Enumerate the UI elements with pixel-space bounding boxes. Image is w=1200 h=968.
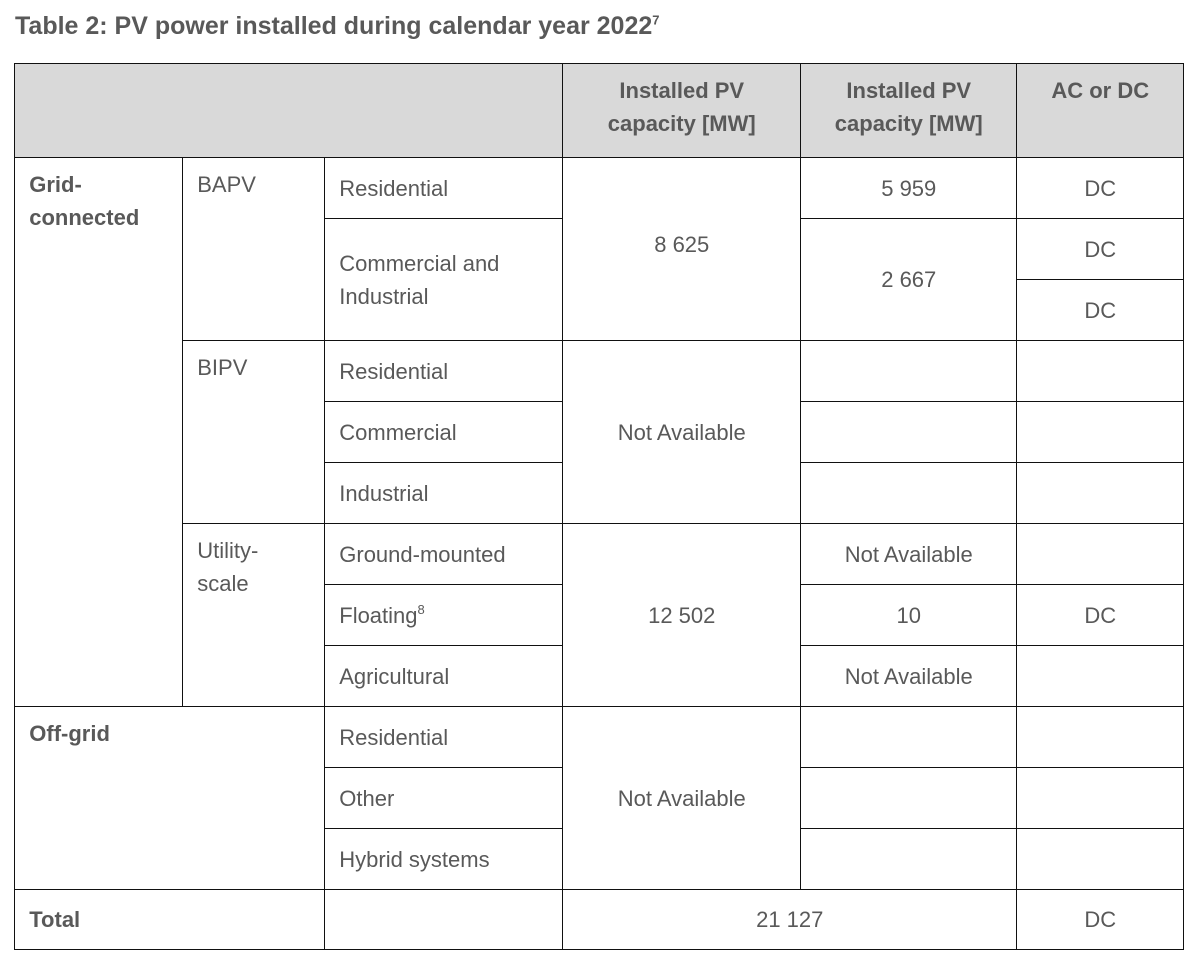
floating-value: 10 (800, 584, 1018, 647)
bapv-label: BAPV (182, 157, 326, 342)
empty-cell (1016, 706, 1185, 769)
offgrid-hybrid: Hybrid systems (324, 828, 564, 891)
empty-cell (1016, 767, 1185, 830)
empty-cell (1016, 401, 1185, 464)
header-acdc: AC or DC (1016, 63, 1185, 159)
empty-cell (1016, 340, 1185, 403)
empty-cell (1016, 828, 1185, 891)
header-installed-1: Installed PV capacity [MW] (562, 63, 802, 159)
acdc-cell: DC (1016, 218, 1185, 281)
empty-cell (1016, 645, 1185, 708)
empty-cell (800, 401, 1018, 464)
empty-cell (1016, 462, 1185, 525)
empty-cell (324, 889, 564, 951)
bipv-industrial: Industrial (324, 462, 564, 525)
offgrid-total: Not Available (562, 706, 802, 891)
floating-acdc: DC (1016, 584, 1185, 647)
empty-cell (800, 340, 1018, 403)
offgrid-other: Other (324, 767, 564, 830)
utility-total: 12 502 (562, 523, 802, 708)
bipv-total: Not Available (562, 340, 802, 525)
bipv-label: BIPV (182, 340, 326, 525)
total-acdc: DC (1016, 889, 1185, 951)
bipv-residential: Residential (324, 340, 564, 403)
utility-floating: Floating 8 (324, 584, 564, 647)
acdc-cell: DC (1016, 157, 1185, 220)
empty-cell (800, 767, 1018, 830)
empty-cell (800, 706, 1018, 769)
header-installed-2: Installed PV capacity [MW] (800, 63, 1018, 159)
empty-cell (800, 462, 1018, 525)
table-title: Table 2: PV power installed during calen… (15, 12, 660, 40)
utility-ground: Ground-mounted (324, 523, 564, 586)
utility-agricultural: Agricultural (324, 645, 564, 708)
ground-value: Not Available (800, 523, 1018, 586)
bapv-commercial: Commercial and Industrial (324, 218, 564, 342)
bapv-residential: Residential (324, 157, 564, 220)
offgrid-label: Off-grid (14, 706, 326, 891)
grid-connected-label: Grid-connected (14, 157, 184, 708)
bipv-commercial: Commercial (324, 401, 564, 464)
utility-label: Utility-scale (182, 523, 326, 708)
empty-cell (800, 828, 1018, 891)
acdc-cell: DC (1016, 279, 1185, 342)
total-label: Total (14, 889, 326, 951)
total-value: 21 127 (562, 889, 1018, 951)
bapv-total: 8 625 (562, 157, 802, 342)
header-blank (14, 63, 564, 159)
offgrid-residential: Residential (324, 706, 564, 769)
agri-value: Not Available (800, 645, 1018, 708)
bapv-res-value: 5 959 (800, 157, 1018, 220)
bapv-com-value: 2 667 (800, 218, 1018, 342)
empty-cell (1016, 523, 1185, 586)
